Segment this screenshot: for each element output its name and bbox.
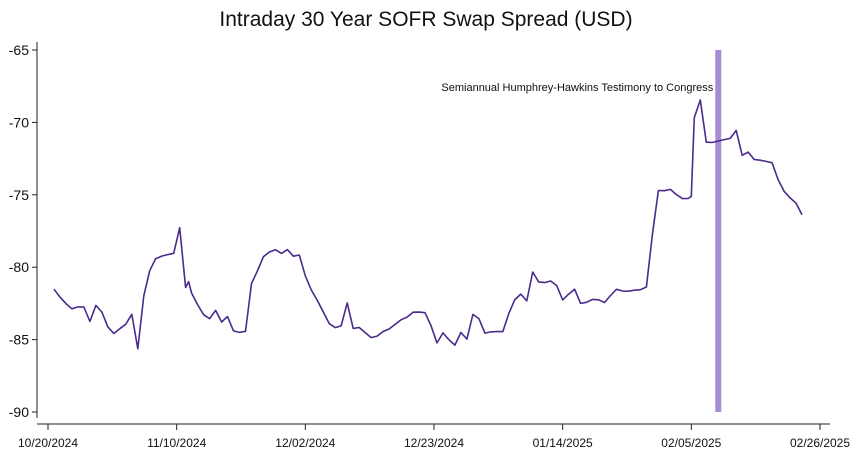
x-tick-label: 02/05/2025 bbox=[661, 436, 721, 450]
x-axis-ticks: 10/20/2024 11/10/2024 12/02/2024 12/23/2024… bbox=[18, 424, 850, 450]
y-tick-label: -90 bbox=[9, 404, 29, 420]
series-line-30y-sofr-swap-spread bbox=[53, 99, 803, 350]
y-tick-label: -70 bbox=[9, 114, 29, 130]
x-tick-label: 10/20/2024 bbox=[18, 436, 78, 450]
chart-title: Intraday 30 Year SOFR Swap Spread (USD) bbox=[219, 8, 633, 31]
y-axis-ticks: -65 -70 -75 -80 -85 -90 bbox=[9, 42, 37, 420]
x-tick-label: 12/23/2024 bbox=[404, 436, 464, 450]
event-highlight-band bbox=[715, 50, 722, 412]
event-annotation-label: Semiannual Humphrey-Hawkins Testimony to… bbox=[441, 82, 713, 94]
x-tick-label: 02/26/2025 bbox=[790, 436, 850, 450]
y-tick-label: -75 bbox=[9, 187, 29, 203]
y-tick-label: -85 bbox=[9, 332, 29, 348]
y-tick-label: -80 bbox=[9, 259, 29, 275]
x-tick-label: 11/10/2024 bbox=[147, 436, 206, 450]
x-tick-label: 01/14/2025 bbox=[533, 436, 593, 450]
x-tick-label: 12/02/2024 bbox=[275, 436, 335, 450]
y-tick-label: -65 bbox=[9, 42, 29, 58]
